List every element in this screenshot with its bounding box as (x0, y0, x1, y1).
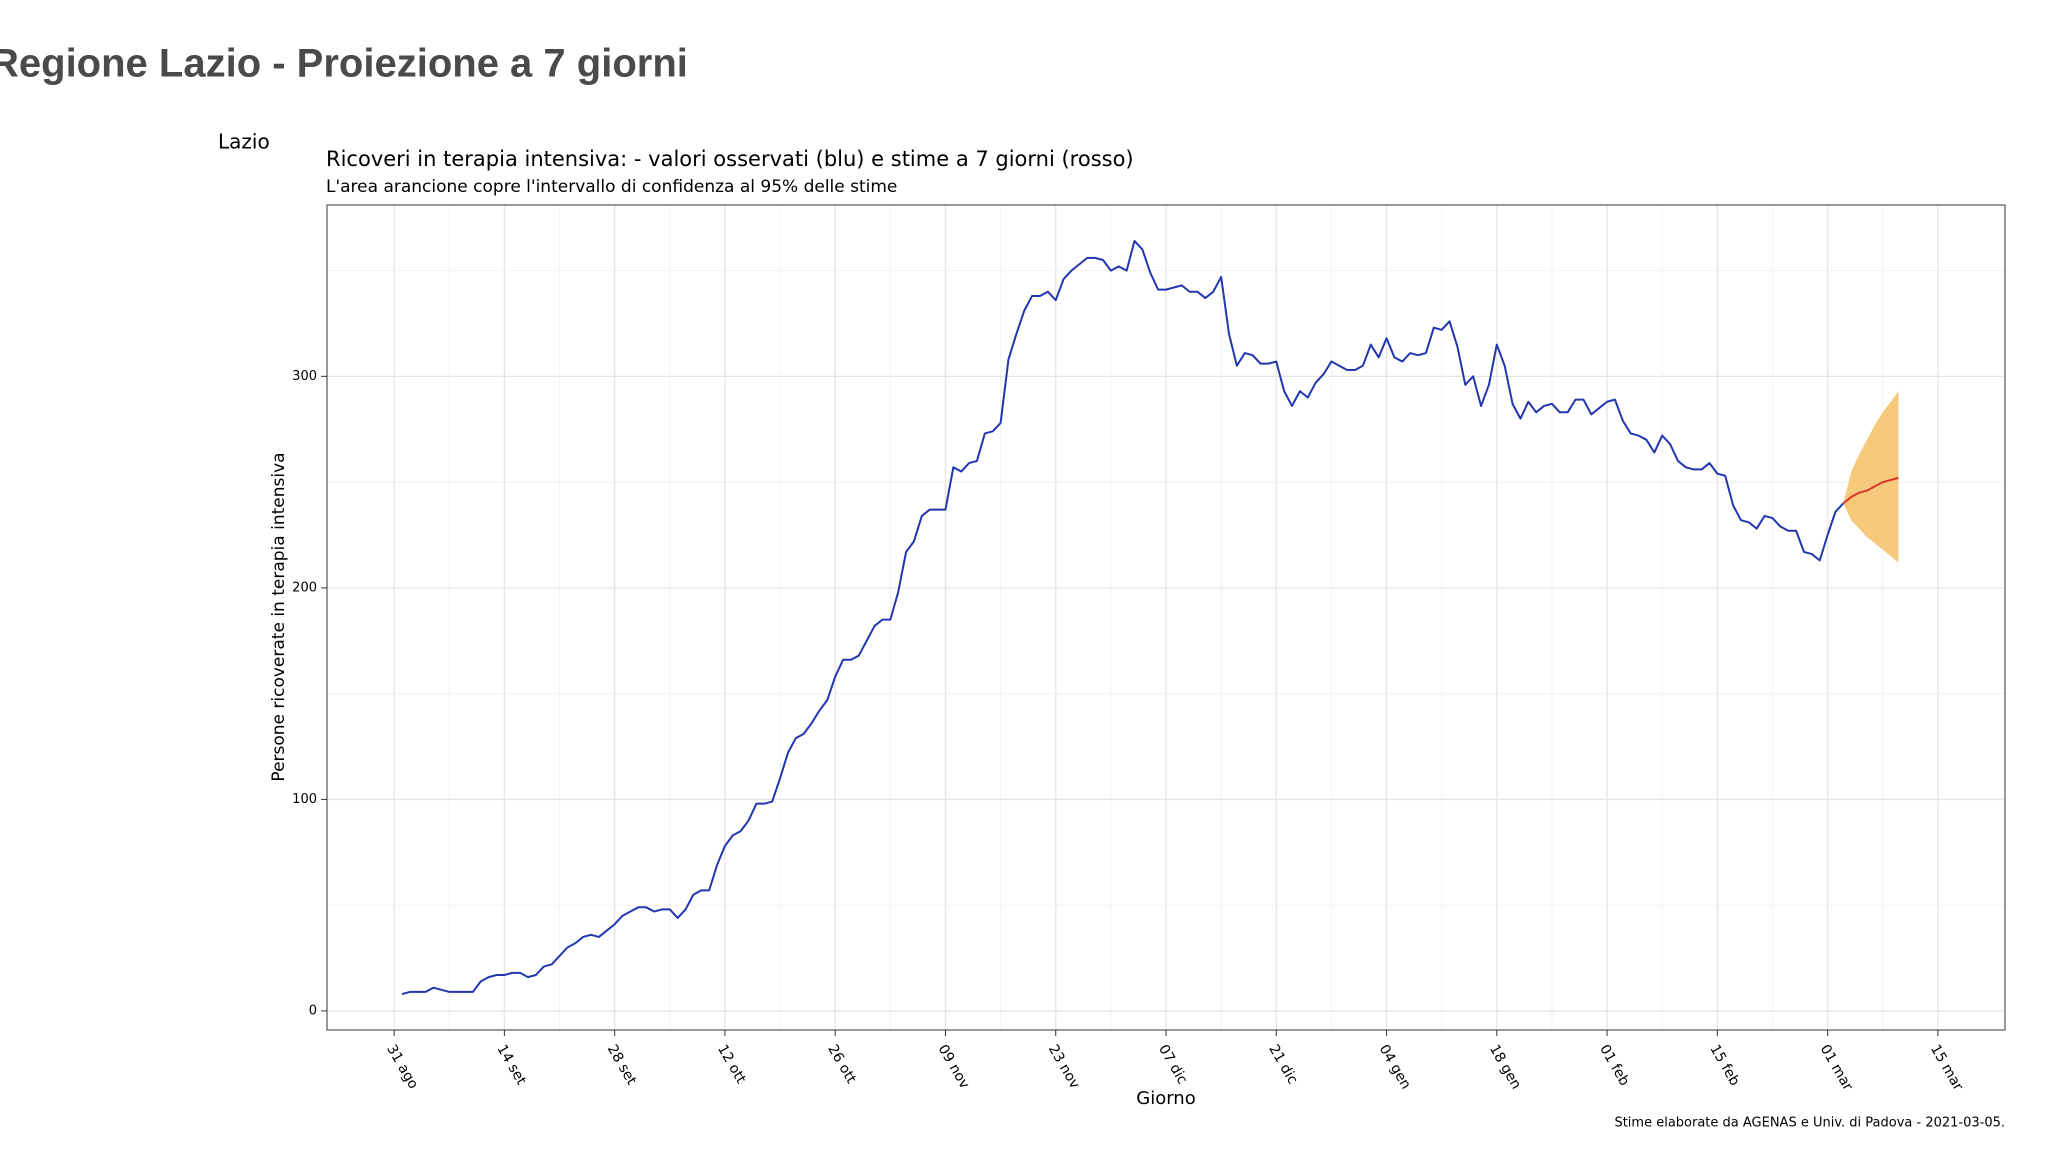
caption: Stime elaborate da AGENAS e Univ. di Pad… (1614, 1116, 2005, 1131)
y-axis-label: Persone ricoverate in terapia intensiva (269, 452, 289, 781)
x-tick-label: 07 dic (1155, 1042, 1190, 1087)
y-tick-label: 300 (292, 369, 317, 384)
facet-label: Lazio (218, 130, 270, 154)
x-tick-label: 21 dic (1265, 1042, 1300, 1087)
x-tick-label: 18 gen (1486, 1042, 1524, 1092)
x-tick-label: 28 set (604, 1042, 640, 1088)
page-title: Regione Lazio - Proiezione a 7 giorni (0, 42, 688, 86)
x-tick-label: 12 ott (714, 1042, 749, 1087)
x-tick-label: 14 set (493, 1042, 529, 1088)
y-tick-label: 0 (309, 1003, 317, 1018)
confidence-band (1843, 391, 1899, 563)
data-line (401, 239, 1845, 996)
x-tick-label: 01 feb (1596, 1042, 1632, 1089)
x-tick-label: 31 ago (383, 1042, 421, 1092)
plot-border (326, 204, 2006, 1031)
x-tick-label: 23 nov (1045, 1042, 1083, 1092)
x-axis-label: Giorno (1136, 1088, 1195, 1109)
x-tick-label: 15 mar (1927, 1042, 1966, 1094)
x-tick-label: 04 gen (1376, 1042, 1414, 1092)
data-line (1842, 476, 1899, 505)
x-tick-label: 01 mar (1817, 1042, 1856, 1094)
y-tick-label: 200 (292, 580, 317, 595)
x-tick-label: 09 nov (935, 1042, 973, 1092)
y-tick-label: 100 (292, 792, 317, 807)
chart-title: Ricoveri in terapia intensiva: - valori … (326, 147, 1134, 171)
x-tick-label: 26 ott (824, 1042, 859, 1087)
chart-subtitle: L'area arancione copre l'intervallo di c… (326, 177, 897, 197)
x-tick-label: 15 feb (1706, 1042, 1742, 1089)
